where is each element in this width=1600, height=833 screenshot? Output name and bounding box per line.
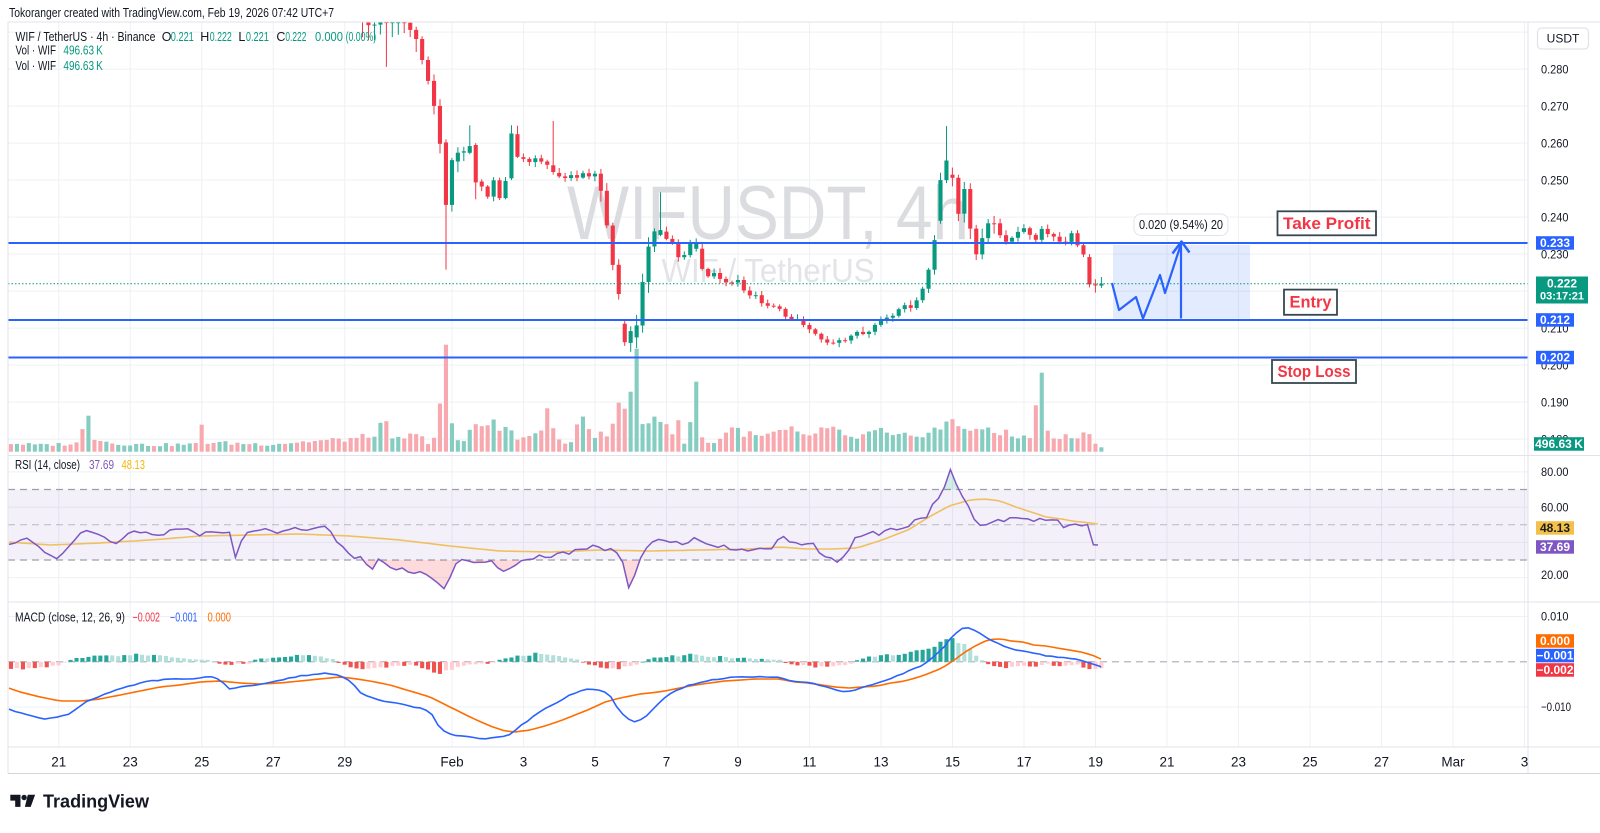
svg-text:9: 9 bbox=[734, 755, 742, 770]
svg-text:21: 21 bbox=[1159, 755, 1174, 770]
svg-text:Take Profit: Take Profit bbox=[1283, 214, 1371, 233]
svg-text:0.222: 0.222 bbox=[285, 30, 306, 44]
svg-text:−0.001: −0.001 bbox=[170, 611, 198, 625]
svg-text:−0.010: −0.010 bbox=[1541, 700, 1571, 714]
svg-text:19: 19 bbox=[1088, 755, 1103, 770]
svg-text:Tokoranger created with Tradin: Tokoranger created with TradingView.com,… bbox=[9, 5, 334, 20]
svg-text:0.020 (9.54%) 20: 0.020 (9.54%) 20 bbox=[1139, 218, 1223, 232]
svg-text:USDT: USDT bbox=[1547, 32, 1580, 46]
svg-text:23: 23 bbox=[1231, 755, 1246, 770]
svg-text:496.63 K: 496.63 K bbox=[63, 59, 103, 73]
svg-text:0.233: 0.233 bbox=[1540, 236, 1570, 250]
svg-text:496.63 K: 496.63 K bbox=[63, 44, 103, 58]
svg-text:11: 11 bbox=[802, 755, 816, 770]
svg-text:WIF / TetherUS · 4h · Binance: WIF / TetherUS · 4h · Binance bbox=[16, 30, 156, 44]
svg-text:Stop Loss: Stop Loss bbox=[1278, 362, 1351, 381]
svg-text:0.240: 0.240 bbox=[1541, 210, 1569, 224]
svg-text:3: 3 bbox=[1521, 755, 1529, 770]
svg-text:Vol · WIF: Vol · WIF bbox=[16, 59, 57, 73]
svg-text:496.63 K: 496.63 K bbox=[1535, 437, 1583, 451]
svg-text:0.270: 0.270 bbox=[1541, 99, 1569, 113]
svg-text:5: 5 bbox=[591, 755, 599, 770]
svg-text:RSI (14, close): RSI (14, close) bbox=[15, 458, 80, 472]
svg-text:0.250: 0.250 bbox=[1541, 173, 1569, 187]
svg-text:27: 27 bbox=[266, 755, 281, 770]
svg-text:(0.00%): (0.00%) bbox=[346, 30, 377, 44]
svg-text:−0.002: −0.002 bbox=[1536, 663, 1573, 677]
svg-text:0.000: 0.000 bbox=[1540, 634, 1570, 648]
svg-text:37.69: 37.69 bbox=[1540, 540, 1570, 554]
svg-text:0.221: 0.221 bbox=[171, 30, 194, 44]
svg-text:C: C bbox=[276, 30, 285, 44]
svg-text:7: 7 bbox=[663, 755, 671, 770]
svg-text:0.221: 0.221 bbox=[246, 30, 269, 44]
svg-text:25: 25 bbox=[194, 755, 209, 770]
svg-text:0.202: 0.202 bbox=[1540, 351, 1570, 365]
svg-text:20.00: 20.00 bbox=[1541, 568, 1569, 582]
svg-text:60.00: 60.00 bbox=[1541, 500, 1569, 514]
svg-text:29: 29 bbox=[337, 755, 352, 770]
svg-text:Entry: Entry bbox=[1290, 293, 1333, 312]
svg-text:0.000: 0.000 bbox=[315, 30, 343, 44]
svg-text:21: 21 bbox=[51, 755, 66, 770]
svg-text:25: 25 bbox=[1302, 755, 1317, 770]
svg-text:48.13: 48.13 bbox=[122, 458, 146, 472]
svg-text:0.010: 0.010 bbox=[1541, 610, 1569, 624]
svg-text:0.000: 0.000 bbox=[208, 611, 232, 625]
svg-text:03:17:21: 03:17:21 bbox=[1540, 291, 1584, 303]
svg-text:3: 3 bbox=[520, 755, 528, 770]
svg-text:0.222: 0.222 bbox=[1547, 277, 1577, 291]
svg-text:48.13: 48.13 bbox=[1540, 521, 1570, 535]
svg-text:17: 17 bbox=[1016, 755, 1031, 770]
svg-text:0.260: 0.260 bbox=[1541, 136, 1569, 150]
svg-text:80.00: 80.00 bbox=[1541, 465, 1569, 479]
svg-text:13: 13 bbox=[873, 755, 888, 770]
svg-text:L: L bbox=[238, 30, 245, 44]
svg-text:37.69: 37.69 bbox=[89, 458, 114, 472]
svg-text:MACD (close, 12, 26, 9): MACD (close, 12, 26, 9) bbox=[15, 611, 125, 625]
svg-text:23: 23 bbox=[123, 755, 138, 770]
svg-text:−0.002: −0.002 bbox=[133, 611, 161, 625]
svg-text:27: 27 bbox=[1374, 755, 1389, 770]
svg-text:Mar: Mar bbox=[1441, 755, 1465, 770]
svg-text:0.212: 0.212 bbox=[1540, 313, 1570, 327]
svg-text:Vol · WIF: Vol · WIF bbox=[16, 44, 57, 58]
svg-text:TradingView: TradingView bbox=[43, 792, 150, 812]
svg-text:0.190: 0.190 bbox=[1541, 395, 1569, 409]
svg-text:−0.001: −0.001 bbox=[1536, 649, 1573, 663]
svg-text:Feb: Feb bbox=[440, 755, 463, 770]
svg-text:15: 15 bbox=[945, 755, 960, 770]
svg-text:0.222: 0.222 bbox=[210, 30, 232, 44]
svg-text:H: H bbox=[200, 30, 209, 44]
svg-text:0.280: 0.280 bbox=[1541, 62, 1569, 76]
